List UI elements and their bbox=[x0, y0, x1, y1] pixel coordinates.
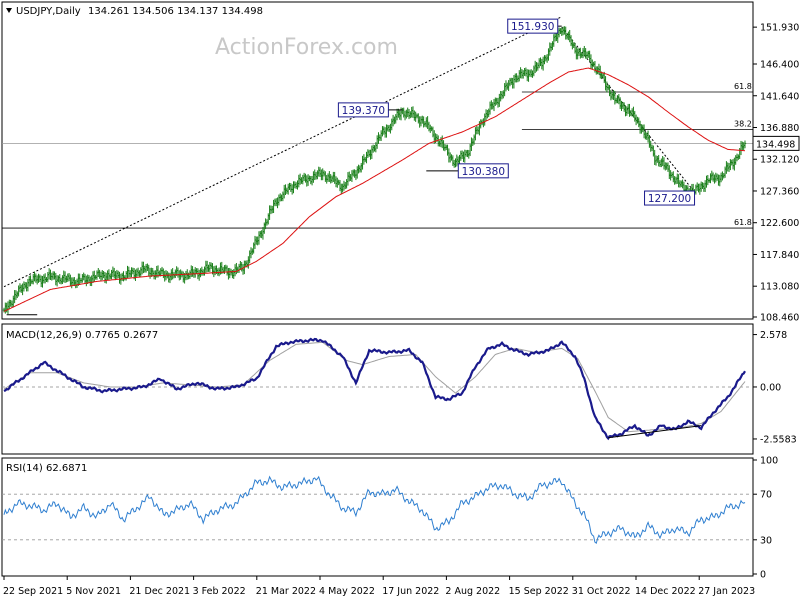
fib-label: 61.8 bbox=[734, 82, 752, 91]
fib-label: 38.2 bbox=[734, 119, 752, 128]
price-header: USDJPY,Daily 134.261 134.506 134.137 134… bbox=[6, 6, 263, 17]
annotation-box bbox=[507, 18, 559, 34]
price-axis-tick-label: 141.640 bbox=[760, 91, 799, 102]
macd-line bbox=[3, 337, 746, 441]
price-axis-tick-label: 151.930 bbox=[760, 23, 799, 34]
fib-label: 61.8 bbox=[734, 218, 752, 227]
annotation-box bbox=[337, 102, 389, 118]
price-axis-tick-label: 117.840 bbox=[760, 250, 799, 261]
rsi-axis-tick-label: 100 bbox=[760, 456, 778, 467]
moving-average-line bbox=[3, 67, 746, 312]
ohlc-values: 134.261 134.506 134.137 134.498 bbox=[88, 6, 263, 17]
x-axis-tick-label: 21 Dec 2021 bbox=[129, 586, 190, 597]
x-axis-tick-label: 31 Oct 2022 bbox=[572, 586, 631, 597]
price-axis-tick-label: 132.120 bbox=[760, 155, 799, 166]
macd-signal-line bbox=[3, 341, 746, 433]
macd-axis-tick-label: -2.5583 bbox=[760, 434, 797, 445]
annotation-label: 127.200 bbox=[648, 193, 691, 205]
rsi-panel bbox=[1, 457, 754, 577]
price-axis-tick-label: 108.460 bbox=[760, 313, 799, 324]
watermark: ActionForex.com bbox=[215, 35, 398, 60]
x-axis-tick-label: 27 Jan 2023 bbox=[698, 586, 755, 597]
rsi-axis-tick-label: 70 bbox=[760, 490, 772, 501]
x-axis-tick-label: 17 Jun 2022 bbox=[382, 586, 439, 597]
x-axis-tick-label: 22 Sep 2021 bbox=[3, 586, 63, 597]
macd-axis-tick-label: 0.00 bbox=[760, 382, 781, 393]
price-axis-tick-label: 122.600 bbox=[760, 218, 799, 229]
trendline-up bbox=[3, 16, 562, 288]
x-axis-tick-label: 14 Dec 2022 bbox=[635, 586, 696, 597]
current-price-label: 134.498 bbox=[756, 139, 795, 150]
macd-trendline bbox=[608, 425, 702, 439]
annotation-box bbox=[644, 190, 696, 206]
rsi-axis-tick-label: 0 bbox=[760, 570, 766, 581]
x-axis-tick-label: 4 May 2022 bbox=[319, 586, 375, 597]
annotation-label: 130.380 bbox=[462, 166, 505, 178]
macd-title: MACD(12,26,9) 0.7765 0.2677 bbox=[6, 330, 158, 341]
price-axis-tick-label: 127.360 bbox=[760, 186, 799, 197]
x-axis-tick-label: 5 Nov 2021 bbox=[66, 586, 121, 597]
annotation-label: 139.370 bbox=[342, 105, 385, 117]
rsi-title: RSI(14) 62.6871 bbox=[6, 463, 87, 474]
rsi-line bbox=[3, 475, 746, 545]
annotation-box bbox=[457, 163, 509, 179]
current-price-tag bbox=[752, 135, 800, 151]
x-axis-tick-label: 15 Sep 2022 bbox=[509, 586, 569, 597]
x-axis-tick-label: 3 Feb 2022 bbox=[193, 586, 246, 597]
rsi-axis-tick-label: 30 bbox=[760, 535, 772, 546]
symbol-label: USDJPY,Daily bbox=[16, 6, 81, 17]
macd-axis-tick-label: 2.578 bbox=[760, 330, 787, 341]
x-axis-tick-label: 21 Mar 2022 bbox=[256, 586, 316, 597]
annotation-label: 151.930 bbox=[511, 21, 554, 33]
price-axis-tick-label: 146.400 bbox=[760, 60, 799, 71]
price-axis-tick-label: 113.080 bbox=[760, 282, 799, 293]
x-axis-tick-label: 2 Aug 2022 bbox=[445, 586, 500, 597]
price-axis-tick-label: 136.880 bbox=[760, 123, 799, 134]
